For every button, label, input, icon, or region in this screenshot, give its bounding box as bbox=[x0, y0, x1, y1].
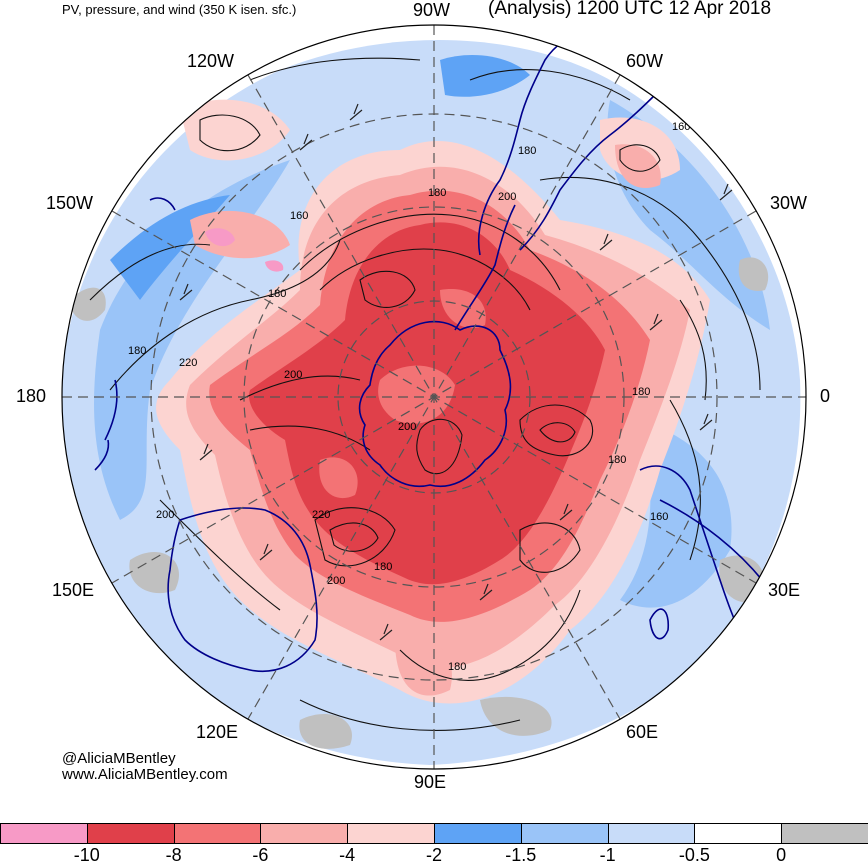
pv-fill-grey bbox=[480, 696, 552, 736]
wind-barbs bbox=[179, 103, 733, 641]
credit-website: www.AliciaMBentley.com bbox=[62, 766, 228, 783]
colorbar-swatch bbox=[173, 823, 262, 844]
map-subtitle: PV, pressure, and wind (350 K isen. sfc.… bbox=[62, 2, 297, 17]
lon-label-0: 0 bbox=[820, 386, 831, 406]
pv-fill-light-red bbox=[615, 144, 661, 189]
colorbar-swatch bbox=[781, 823, 868, 844]
contour-label: 220 bbox=[179, 357, 197, 369]
colorbar-tick-label: -1 bbox=[599, 845, 616, 865]
contour-label: 180 bbox=[268, 288, 286, 300]
contour-label: 180 bbox=[128, 345, 146, 357]
colorbar-swatch bbox=[86, 823, 175, 844]
coastlines bbox=[94, 29, 801, 721]
colorbar-swatch bbox=[260, 823, 349, 844]
pv-fill-grey bbox=[299, 714, 352, 749]
colorbar-swatch bbox=[347, 823, 435, 844]
new-zealand bbox=[94, 439, 110, 471]
contour-label: 180 bbox=[428, 187, 446, 199]
pv-fill-mid-blue bbox=[440, 55, 530, 97]
credit-twitter-handle: @AliciaMBentley bbox=[62, 750, 176, 767]
map-boundary bbox=[61, 24, 807, 770]
lon-label-90w: 90W bbox=[413, 0, 451, 20]
contour-label: 220 bbox=[312, 509, 330, 521]
map-title: (Analysis) 1200 UTC 12 Apr 2018 bbox=[488, 0, 772, 19]
contour-label: 200 bbox=[398, 421, 416, 433]
colorbar-tick-label: -4 bbox=[339, 845, 356, 865]
colorbar-tick-label: -6 bbox=[252, 845, 269, 865]
colorbar-tick-label: -8 bbox=[165, 845, 182, 865]
south-america-east-coast bbox=[519, 84, 666, 251]
contour-label-group: 160 160 160 180 180 180 180 180 180 180 … bbox=[128, 121, 690, 673]
pv-fill-medium-red bbox=[378, 365, 455, 424]
lon-label-60w: 60W bbox=[626, 51, 664, 71]
contour-label: 160 bbox=[650, 511, 668, 523]
contour-label: 180 bbox=[374, 561, 392, 573]
new-zealand bbox=[104, 379, 118, 441]
lon-label-30w: 30W bbox=[770, 193, 808, 213]
lon-label-150e: 150E bbox=[52, 580, 95, 600]
colorbar bbox=[0, 823, 868, 844]
pv-fill-mid-blue bbox=[620, 420, 732, 608]
contour-label: 200 bbox=[498, 191, 516, 203]
pv-fill-grey bbox=[129, 551, 179, 594]
madagascar bbox=[649, 608, 670, 640]
pv-fill-mid-blue bbox=[94, 160, 290, 520]
contour-label: 180 bbox=[608, 454, 626, 466]
contour-label: 180 bbox=[632, 386, 650, 398]
colorbar-tick-label: 0 bbox=[776, 845, 787, 865]
contour-label: 180 bbox=[448, 661, 466, 673]
colorbar-tick-label: -2 bbox=[425, 845, 443, 865]
contour-label: 180 bbox=[518, 145, 536, 157]
pv-fill-pink bbox=[205, 228, 235, 247]
lon-label-60e: 60E bbox=[626, 722, 659, 742]
pv-fill-grey bbox=[70, 287, 106, 321]
colorbar-tick-label: -10 bbox=[73, 845, 100, 865]
australia-coastline bbox=[167, 507, 318, 672]
pacific-islands bbox=[149, 197, 176, 211]
south-america-coastline bbox=[477, 29, 586, 256]
lon-label-30e: 30E bbox=[768, 580, 801, 600]
contour-label: 160 bbox=[672, 121, 690, 133]
pv-fill-grey bbox=[738, 257, 769, 291]
lon-label-90e: 90E bbox=[414, 772, 447, 792]
antarctic-peninsula bbox=[454, 204, 516, 331]
colorbar-tick-label: -1.5 bbox=[505, 845, 537, 865]
contour-label: 160 bbox=[290, 210, 308, 222]
pv-fill-medium-red bbox=[319, 457, 358, 499]
colorbar-swatch bbox=[607, 823, 696, 844]
colorbar-swatch bbox=[433, 823, 522, 844]
graticule bbox=[62, 25, 806, 769]
lon-label-120e: 120E bbox=[196, 722, 239, 742]
lon-label-120w: 120W bbox=[187, 51, 235, 71]
lon-label-150w: 150W bbox=[46, 193, 94, 213]
antarctica-coastline bbox=[358, 320, 512, 487]
lon-label-180: 180 bbox=[16, 386, 47, 406]
colorbar-swatch bbox=[520, 823, 609, 844]
pv-fill-pink bbox=[265, 260, 284, 272]
contour-label: 200 bbox=[284, 369, 302, 381]
colorbar-swatch bbox=[694, 823, 783, 844]
colorbar-tick-label: -0.5 bbox=[678, 845, 710, 865]
pv-fill-light-red bbox=[190, 210, 290, 259]
colorbar-swatch bbox=[0, 823, 88, 844]
contour-label: 200 bbox=[156, 509, 174, 521]
polar-map: 160 160 160 180 180 180 180 180 180 180 … bbox=[61, 24, 807, 770]
pv-fill-light-red bbox=[395, 637, 452, 696]
contour-label: 200 bbox=[327, 575, 345, 587]
